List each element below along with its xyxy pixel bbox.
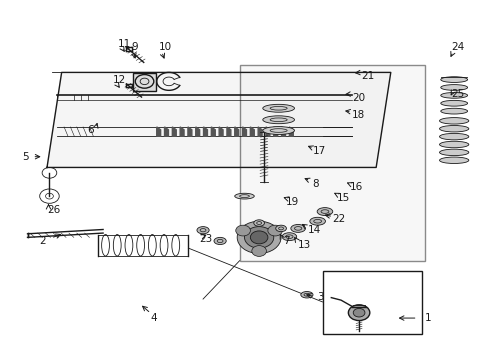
Text: 9: 9 [131, 42, 138, 52]
Ellipse shape [440, 77, 467, 82]
Text: 3: 3 [316, 292, 323, 302]
Polygon shape [289, 127, 293, 136]
Polygon shape [234, 127, 238, 136]
Ellipse shape [275, 225, 286, 231]
Ellipse shape [440, 85, 467, 90]
Ellipse shape [282, 233, 296, 240]
Polygon shape [242, 127, 246, 136]
Text: 5: 5 [22, 152, 29, 162]
Polygon shape [281, 127, 285, 136]
Text: 24: 24 [451, 42, 464, 52]
Ellipse shape [439, 149, 468, 156]
Text: 1: 1 [424, 313, 430, 323]
Polygon shape [172, 127, 176, 136]
Polygon shape [203, 127, 207, 136]
Polygon shape [180, 127, 183, 136]
Text: 17: 17 [312, 146, 325, 156]
Ellipse shape [440, 108, 467, 114]
Text: 14: 14 [307, 225, 321, 235]
Text: 10: 10 [159, 42, 172, 52]
Ellipse shape [439, 126, 468, 132]
Polygon shape [195, 127, 199, 136]
Ellipse shape [317, 208, 332, 216]
Circle shape [250, 231, 267, 244]
FancyBboxPatch shape [239, 65, 424, 261]
Polygon shape [250, 127, 254, 136]
Text: 2: 2 [40, 236, 46, 246]
Circle shape [237, 221, 281, 253]
Circle shape [352, 309, 364, 317]
Ellipse shape [262, 127, 294, 134]
Polygon shape [187, 127, 191, 136]
Text: 18: 18 [351, 111, 364, 121]
Polygon shape [226, 127, 230, 136]
Ellipse shape [214, 237, 226, 244]
Ellipse shape [300, 292, 312, 298]
Ellipse shape [253, 220, 264, 226]
Ellipse shape [439, 157, 468, 163]
Polygon shape [219, 127, 223, 136]
Text: 26: 26 [47, 206, 60, 216]
Text: 23: 23 [199, 234, 212, 244]
Polygon shape [258, 127, 262, 136]
Ellipse shape [262, 116, 294, 124]
Circle shape [235, 225, 250, 236]
Polygon shape [164, 127, 168, 136]
Polygon shape [265, 127, 269, 136]
Polygon shape [157, 127, 160, 136]
Text: 7: 7 [283, 236, 289, 246]
Polygon shape [47, 72, 390, 167]
Text: 16: 16 [348, 182, 362, 192]
Ellipse shape [440, 100, 467, 106]
Circle shape [267, 225, 282, 236]
Text: 4: 4 [151, 313, 157, 323]
Ellipse shape [197, 226, 209, 234]
Ellipse shape [262, 104, 294, 112]
Text: 15: 15 [336, 193, 350, 203]
Text: 6: 6 [87, 125, 94, 135]
Ellipse shape [290, 225, 305, 232]
Text: 25: 25 [451, 89, 464, 99]
Text: 8: 8 [311, 179, 318, 189]
Text: 11: 11 [118, 39, 131, 49]
Ellipse shape [439, 141, 468, 148]
Ellipse shape [234, 193, 254, 199]
Circle shape [347, 305, 369, 320]
Polygon shape [273, 127, 277, 136]
Ellipse shape [439, 134, 468, 140]
Text: 19: 19 [285, 197, 299, 207]
FancyBboxPatch shape [133, 73, 156, 91]
FancyBboxPatch shape [322, 271, 422, 334]
Text: 20: 20 [351, 93, 364, 103]
Text: 12: 12 [113, 75, 126, 85]
Text: 22: 22 [331, 215, 345, 224]
Circle shape [251, 246, 266, 256]
Ellipse shape [439, 118, 468, 124]
Text: 21: 21 [361, 71, 374, 81]
Polygon shape [211, 127, 215, 136]
Ellipse shape [309, 217, 325, 225]
Circle shape [244, 226, 273, 248]
Ellipse shape [440, 93, 467, 98]
Text: 13: 13 [298, 239, 311, 249]
